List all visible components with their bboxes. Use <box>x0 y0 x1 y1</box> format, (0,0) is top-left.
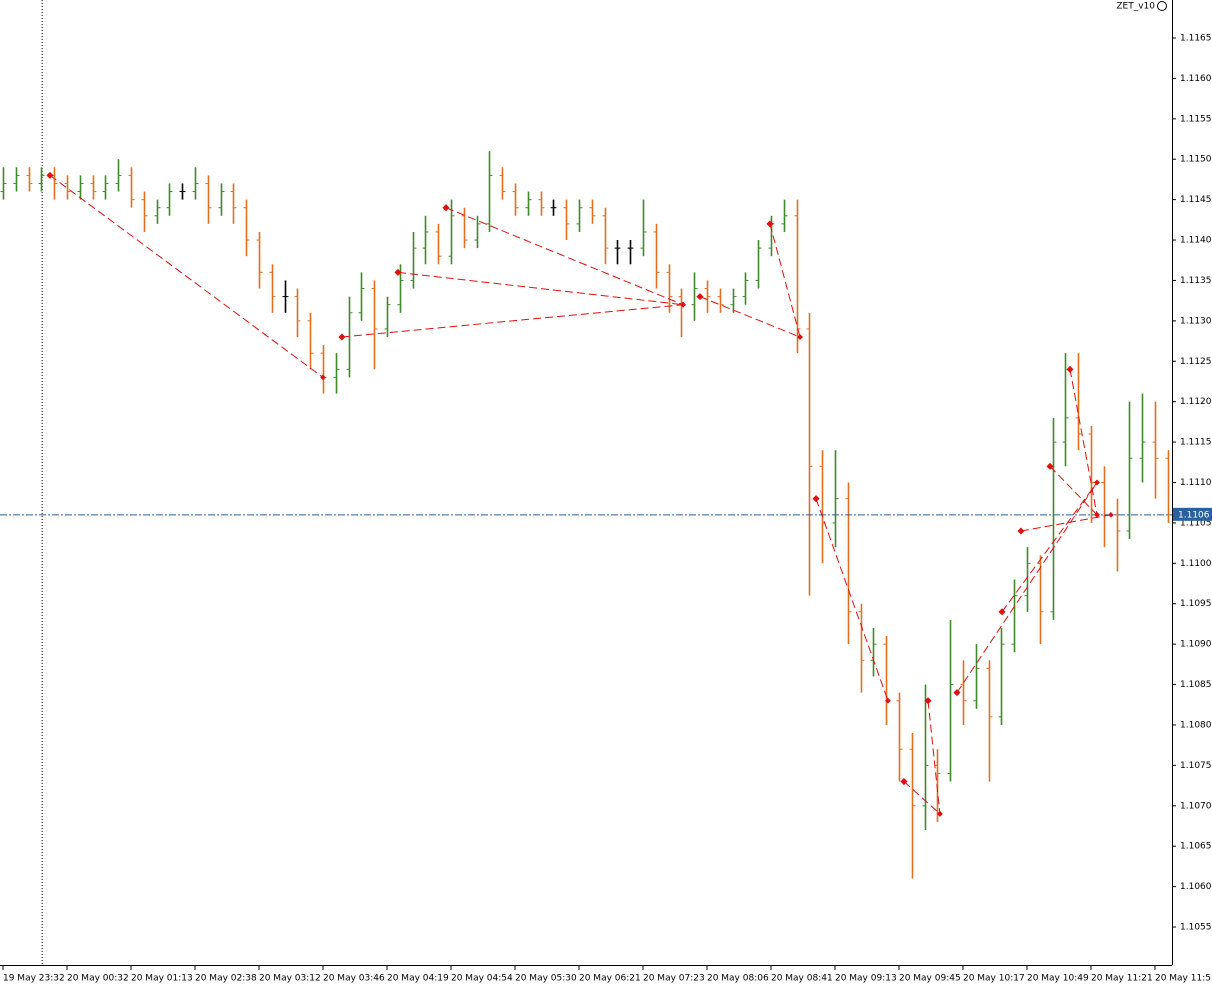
trade-line <box>341 304 684 338</box>
trade-exit <box>937 811 943 817</box>
x-tick-label: 20 May 03:46 <box>323 974 385 984</box>
x-tick-label: 20 May 06:21 <box>579 974 641 984</box>
y-tick-label: 1.1115 <box>1180 438 1212 448</box>
trade-entry <box>442 204 450 212</box>
indicator-label: ZET_v10 <box>1116 2 1155 12</box>
x-tick-label: 20 May 00:32 <box>67 974 129 984</box>
trade-exit <box>680 301 686 308</box>
trade-entry <box>1017 527 1025 535</box>
x-tick-label: 20 May 03:12 <box>259 974 321 984</box>
trade-exit <box>797 334 803 340</box>
trade-exit <box>1108 511 1114 518</box>
trade-exit <box>320 374 326 381</box>
price-box <box>1173 507 1212 521</box>
x-tick-label: 20 May 08:06 <box>707 974 769 984</box>
x-tick-label: 19 May 23:32 <box>3 974 65 984</box>
y-tick-label: 1.1150 <box>1180 155 1212 165</box>
trade-entry <box>766 220 774 228</box>
trade-entry <box>998 608 1006 616</box>
trade-line <box>903 781 941 815</box>
y-tick-label: 1.1100 <box>1180 559 1212 569</box>
x-tick-label: 20 May 05:30 <box>515 974 577 984</box>
trade-line <box>1001 482 1098 613</box>
trade-line <box>445 207 684 306</box>
x-tick-label: 20 May 01:13 <box>131 974 193 984</box>
y-tick-label: 1.1135 <box>1180 276 1212 286</box>
trade-line <box>956 482 1098 693</box>
indicator-icon <box>1157 1 1167 11</box>
x-tick-label: 20 May 08:41 <box>771 974 833 984</box>
x-tick-label: 20 May 11:53 <box>1155 974 1212 984</box>
y-tick-label: 1.1165 <box>1180 33 1212 43</box>
y-tick-label: 1.1160 <box>1180 74 1212 84</box>
y-tick-label: 1.1090 <box>1180 640 1212 650</box>
trade-entry <box>394 268 402 276</box>
x-tick-label: 20 May 02:38 <box>195 974 257 984</box>
trade-entry <box>924 697 932 705</box>
x-tick-label: 20 May 10:49 <box>1027 974 1089 984</box>
x-tick-label: 20 May 04:54 <box>451 974 513 984</box>
trade-entry <box>338 333 346 341</box>
trade-line <box>927 700 941 814</box>
y-tick-label: 1.1130 <box>1180 316 1212 326</box>
trade-line <box>1069 369 1098 515</box>
y-tick-label: 1.1155 <box>1180 114 1212 124</box>
trade-line <box>1020 514 1112 532</box>
trade-entry <box>696 293 704 301</box>
y-tick-label: 1.1055 <box>1180 923 1212 933</box>
y-tick-label: 1.1070 <box>1180 801 1212 811</box>
y-tick-label: 1.1120 <box>1180 397 1212 407</box>
y-tick-label: 1.1110 <box>1180 478 1212 488</box>
trade-entry <box>953 689 961 697</box>
trade-exit <box>1094 479 1100 486</box>
trade-exit <box>1094 511 1100 518</box>
y-tick-label: 1.1085 <box>1180 680 1212 690</box>
y-tick-label: 1.1065 <box>1180 842 1212 852</box>
x-tick-label: 20 May 09:45 <box>899 974 961 984</box>
trade-entry <box>812 495 820 503</box>
x-tick-label: 20 May 04:19 <box>387 974 449 984</box>
trade-line <box>769 223 801 338</box>
y-tick-label: 1.1075 <box>1180 761 1212 771</box>
trade-exit <box>885 697 891 704</box>
price-box-label: 1.1106 <box>1178 510 1210 520</box>
x-tick-label: 20 May 09:13 <box>835 974 897 984</box>
y-tick-label: 1.1060 <box>1180 882 1212 892</box>
trade-entry <box>900 778 908 786</box>
trade-entry <box>46 171 54 179</box>
y-tick-label: 1.1095 <box>1180 599 1212 609</box>
x-tick-label: 20 May 10:17 <box>963 974 1025 984</box>
y-tick-label: 1.1125 <box>1180 357 1212 367</box>
y-tick-label: 1.1140 <box>1180 236 1212 246</box>
y-tick-label: 1.1145 <box>1180 195 1212 205</box>
trade-line <box>699 296 801 338</box>
y-tick-label: 1.1105 <box>1180 518 1212 528</box>
y-tick-label: 1.1080 <box>1180 720 1212 730</box>
x-tick-label: 20 May 07:23 <box>643 974 705 984</box>
trade-line <box>49 174 324 378</box>
x-tick-label: 20 May 11:21 <box>1091 974 1153 984</box>
